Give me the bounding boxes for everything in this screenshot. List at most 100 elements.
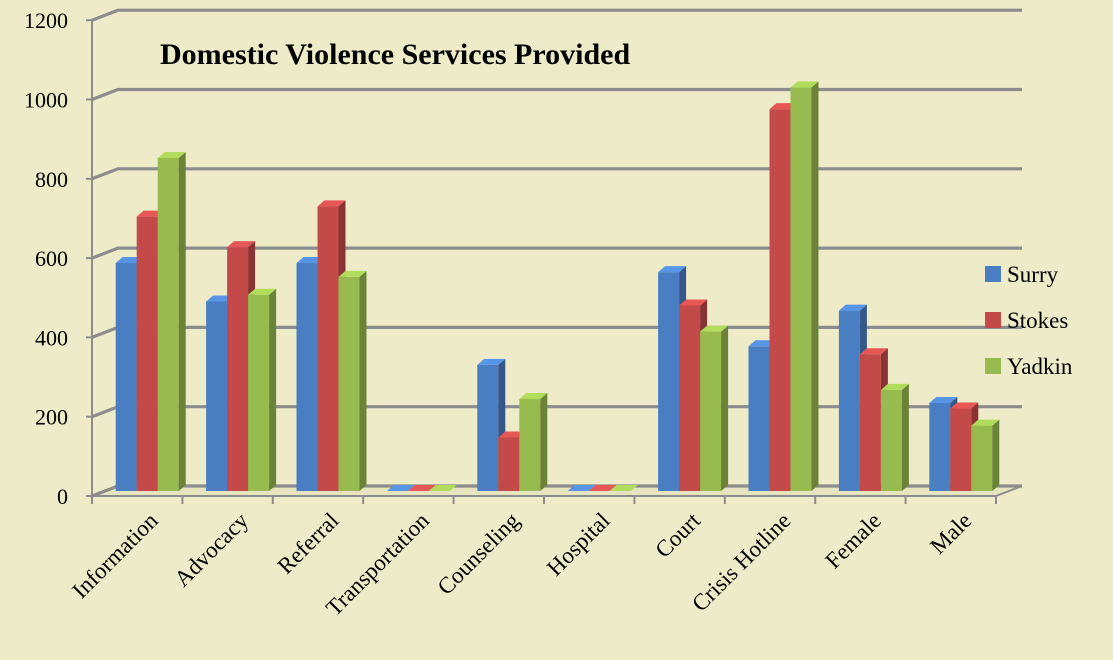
bar [609,485,638,492]
bar-side [721,325,729,491]
legend-label: Surry [1007,262,1059,287]
bar [880,383,909,491]
bar-front [790,87,812,491]
bar [971,419,1000,491]
y-tick-label: 0 [57,484,68,509]
bar-front [136,216,158,491]
bar-front [700,331,722,491]
y-tick-label: 1000 [24,88,68,113]
bar-top [700,325,729,332]
x-tick-label: Hospital [542,508,615,581]
gridline [91,167,1022,181]
bar-front [929,402,951,491]
chart-title: Domestic Violence Services Provided [160,38,630,71]
x-tick-label: Court [650,507,705,562]
bar [338,270,367,491]
bar-front [748,346,770,491]
legend-swatch [985,358,1001,374]
bar [700,325,729,491]
gridline [91,87,1022,101]
bar-front [338,276,360,491]
legend-swatch [985,312,1001,328]
y-tick-label: 800 [35,167,68,192]
bar-top [428,485,457,491]
bar-front [679,305,701,491]
bar [248,288,277,491]
legend-label: Yadkin [1007,354,1073,379]
bar-front [206,301,228,491]
y-tick-label: 600 [35,246,68,271]
bar-top [227,241,256,248]
bar-top [157,151,186,158]
bar-front [880,389,902,491]
bar [519,393,548,491]
bar-top [407,485,436,491]
bar-top [950,402,979,409]
bar-side [901,383,909,491]
bar-top [386,485,415,491]
bar [567,485,596,492]
bar [790,81,819,491]
y-tick-label: 1200 [24,8,68,33]
bar-side [811,81,819,491]
bar-top [880,383,909,390]
legend-item: Surry [985,262,1059,287]
bar-front [157,157,179,491]
bar-side [178,151,186,491]
bar-top [790,81,819,88]
bar-top [609,485,638,491]
bar-top [588,485,617,491]
legend-item: Stokes [985,308,1068,333]
bar-top [338,270,367,277]
x-tick-label: Referral [273,508,344,579]
x-tick-label: Female [820,508,886,574]
bar-top [859,348,888,355]
bar-top [971,419,1000,426]
bar-front [296,263,318,491]
x-tick-label: Counseling [433,508,525,600]
y-tick-label: 400 [35,325,68,350]
bar-front [498,437,520,491]
bar-front [859,354,881,491]
legend-item: Yadkin [985,354,1073,379]
bar-top [567,485,596,491]
bar-front [519,399,541,491]
bar-side [269,288,277,491]
legend-swatch [985,266,1001,282]
bar [386,485,415,492]
bar [157,151,186,491]
bar-front [248,294,270,491]
bar-front [838,310,860,491]
gridline [91,246,1022,260]
legend-label: Stokes [1007,308,1068,333]
gridline [91,8,1022,22]
bar-side [359,270,367,491]
bar-top [658,266,687,273]
bars [115,81,1000,492]
bar-side [540,393,548,491]
legend: Surry Stokes Yadkin [985,262,1073,379]
bar-top [317,200,346,207]
bar-side [992,419,1000,491]
floor-edge [995,485,1023,497]
bar-top [679,299,708,306]
x-tick-label: Male [925,508,976,559]
x-tick-label: Information [67,508,163,604]
bar-front [317,206,339,492]
bar-top [477,358,506,365]
bar [588,485,617,492]
x-tick-label: Advocacy [170,508,254,592]
bar-front [769,109,791,491]
y-tick-label: 200 [35,405,68,430]
bar-top [519,393,548,400]
bar-top [248,288,277,295]
bar-top [838,304,867,311]
bar-front [115,263,137,491]
bar [428,485,457,492]
bar-front [477,364,499,491]
bar-front [658,272,680,491]
bar-front [950,408,972,491]
bar-front [971,425,993,491]
